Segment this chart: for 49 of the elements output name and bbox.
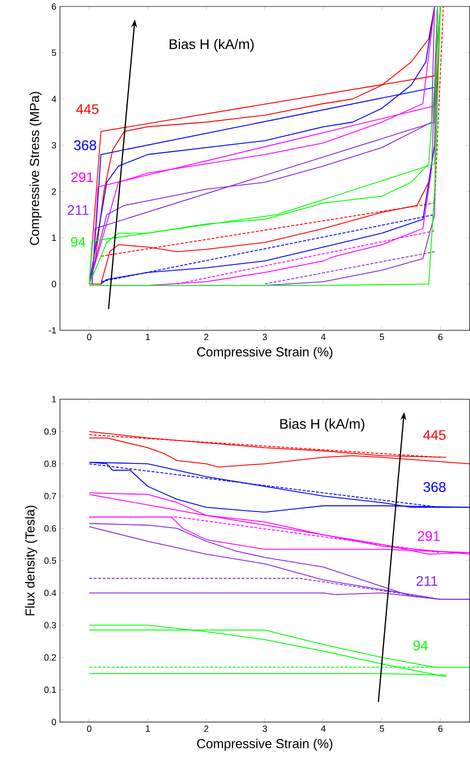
series-label: 291 [71,172,94,182]
x-tick-label: 2 [204,726,208,732]
series-label: 368 [74,140,96,150]
y-tick-label: 0.8 [44,460,56,467]
series-label: 368 [423,482,446,492]
y-tick-label: 0.6 [44,525,56,532]
x-tick-label: 6 [438,726,443,732]
y-axis-title: Compressive Stress (MPa) [30,92,42,246]
y-tick-label: 0 [52,718,56,726]
y-tick-label: 0.7 [44,492,56,500]
y-tick-label: 5 [52,50,56,56]
y-tick-label: 0.2 [44,654,56,661]
series-label: 445 [423,430,446,440]
y-tick-label: 4 [52,96,56,102]
y-tick-label: -1 [48,327,56,334]
x-tick-label: 5 [380,726,384,732]
y-tick-label: 0 [52,280,56,288]
y-tick-label: 0.1 [44,686,56,693]
x-tick-label: 6 [438,334,443,340]
x-tick-label: 4 [321,726,326,732]
x-tick-label: 0 [87,334,92,340]
y-tick-label: 1 [52,234,56,241]
series-label: 94 [413,640,428,650]
y-tick-label: 0.3 [44,622,56,628]
y-tick-label: 2 [52,188,56,195]
x-tick-label: 2 [204,334,208,340]
y-tick-label: 1 [52,396,56,402]
series-label: 211 [68,205,89,215]
x-tick-label: 3 [262,726,267,732]
x-tick-label: 0 [87,726,92,732]
x-tick-label: 1 [146,726,150,732]
x-tick-label: 3 [262,334,267,340]
series-label: 94 [71,236,86,247]
y-tick-label: 6 [52,3,56,10]
x-axis-title: Compressive Strain (%) [197,346,332,360]
y-axis-title: Flux density (Tesla) [25,506,38,616]
y-tick-label: 0.9 [44,428,56,435]
x-tick-label: 4 [321,334,326,340]
annotation: Bias H (kA/m) [170,38,254,52]
series-label: 291 [418,531,440,542]
y-tick-label: 3 [52,142,56,148]
x-axis-title: Compressive Strain (%) [197,738,332,751]
annotation: Bias H (kA/m) [280,418,364,432]
y-tick-label: 0.4 [44,590,56,596]
x-tick-label: 5 [380,334,384,340]
series-label: 445 [76,104,99,114]
x-tick-label: 1 [146,334,150,340]
y-tick-label: 0.5 [44,557,56,564]
series-label: 211 [416,576,438,586]
